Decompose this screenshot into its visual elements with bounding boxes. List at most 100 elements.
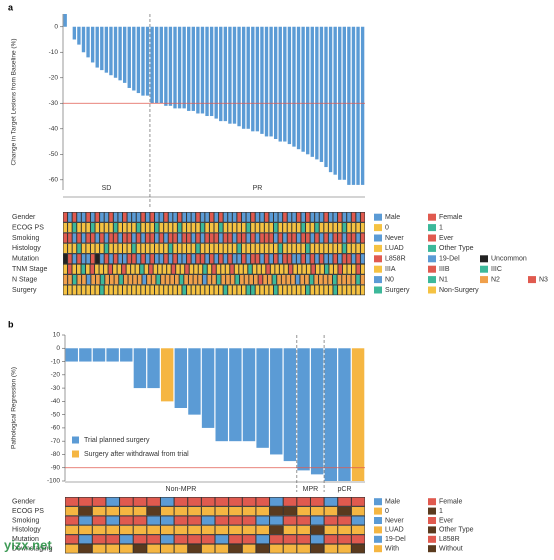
legend-swatch xyxy=(428,234,436,242)
heat-cell xyxy=(207,264,212,274)
heat-cell xyxy=(113,233,118,243)
legend-swatch xyxy=(428,498,436,506)
bar xyxy=(122,26,127,83)
heat-cell xyxy=(123,275,128,285)
heat-cell xyxy=(260,223,264,233)
legend-swatch xyxy=(480,265,488,273)
heat-cell xyxy=(122,212,127,222)
heat-cell xyxy=(225,264,230,274)
heat-cell xyxy=(174,497,188,506)
bar xyxy=(63,14,67,27)
heat-cell xyxy=(182,233,187,243)
bar xyxy=(319,26,324,162)
heat-cell xyxy=(191,223,196,233)
heat-cell xyxy=(342,233,347,243)
heat-cell xyxy=(333,254,338,264)
heat-cell xyxy=(184,275,188,285)
heat-cell xyxy=(228,254,232,264)
heat-cell xyxy=(201,525,215,534)
bar xyxy=(273,26,278,139)
heat-cell xyxy=(182,285,187,295)
heat-cell xyxy=(287,223,292,233)
heat-cell xyxy=(347,212,351,222)
heat-cell xyxy=(174,535,188,544)
heat-cell xyxy=(104,254,109,264)
heat-cell xyxy=(278,243,283,253)
heat-cell xyxy=(256,535,270,544)
heat-cell xyxy=(127,254,132,264)
heat-cell xyxy=(209,233,214,243)
heat-cell xyxy=(182,212,187,222)
heat-cell xyxy=(333,243,338,253)
bar xyxy=(242,348,256,442)
heat-cell xyxy=(160,525,174,534)
heat-cell xyxy=(269,243,273,253)
heat-cell xyxy=(209,243,214,253)
legend-label: Surgery after withdrawal from trial xyxy=(84,451,189,458)
heat-cell xyxy=(251,285,255,295)
heat-cell xyxy=(189,264,194,274)
bar xyxy=(270,348,283,455)
heat-cell xyxy=(272,275,277,285)
bar xyxy=(219,26,223,122)
heat-cell xyxy=(180,264,185,274)
heat-cell xyxy=(68,212,72,222)
legend-label: Never xyxy=(385,517,404,524)
heat-cell xyxy=(319,254,324,264)
heat-cell xyxy=(141,243,145,253)
heat-cell xyxy=(135,264,140,274)
bar xyxy=(132,26,136,91)
bar xyxy=(255,26,260,132)
heat-cell xyxy=(295,275,300,285)
heat-cell xyxy=(292,243,296,253)
heat-cell xyxy=(256,497,270,506)
bar xyxy=(109,26,113,76)
heat-cell xyxy=(127,285,132,295)
heat-cell xyxy=(257,264,261,274)
heat-cell xyxy=(235,275,240,285)
legend-label: Female xyxy=(439,499,462,506)
heat-cell xyxy=(351,516,365,525)
heat-cell xyxy=(301,285,306,295)
heat-cell xyxy=(311,264,315,274)
y-tick-label: -60 xyxy=(49,177,59,184)
legend-swatch xyxy=(374,517,382,524)
legend-label: IIIB xyxy=(439,266,450,273)
heat-cell xyxy=(187,254,191,264)
legend-swatch xyxy=(428,255,436,263)
heat-cell xyxy=(179,275,184,285)
heat-cell xyxy=(333,285,338,295)
legend-label: Non-Surgery xyxy=(439,287,479,294)
legend-label: 0 xyxy=(385,508,389,515)
legend-swatch xyxy=(374,265,382,273)
legend-swatch xyxy=(374,276,382,284)
heat-cell xyxy=(338,516,351,525)
heat-cell xyxy=(351,507,365,516)
heat-cell xyxy=(164,285,168,295)
bar xyxy=(160,348,174,402)
heat-cell xyxy=(132,254,136,264)
heat-cell xyxy=(147,516,160,525)
region-label: MPR xyxy=(303,486,319,493)
heat-cell xyxy=(264,233,269,243)
heat-cell xyxy=(147,525,160,534)
heat-cell xyxy=(324,497,338,506)
heat-cell xyxy=(168,254,173,264)
heat-cell xyxy=(216,264,221,274)
heat-cell xyxy=(153,264,158,274)
heat-cell xyxy=(260,233,264,243)
heat-cell xyxy=(237,223,241,233)
heat-cell xyxy=(196,212,200,222)
heat-cell xyxy=(287,254,292,264)
heat-cell xyxy=(68,233,72,243)
heat-cell xyxy=(145,243,150,253)
heat-cell xyxy=(275,264,279,274)
heat-cell xyxy=(338,497,351,506)
heat-cell xyxy=(81,243,86,253)
bar xyxy=(147,348,160,389)
heat-cell xyxy=(191,212,196,222)
heat-cell xyxy=(292,254,296,264)
heat-cell xyxy=(173,212,177,222)
heat-cell xyxy=(219,233,223,243)
